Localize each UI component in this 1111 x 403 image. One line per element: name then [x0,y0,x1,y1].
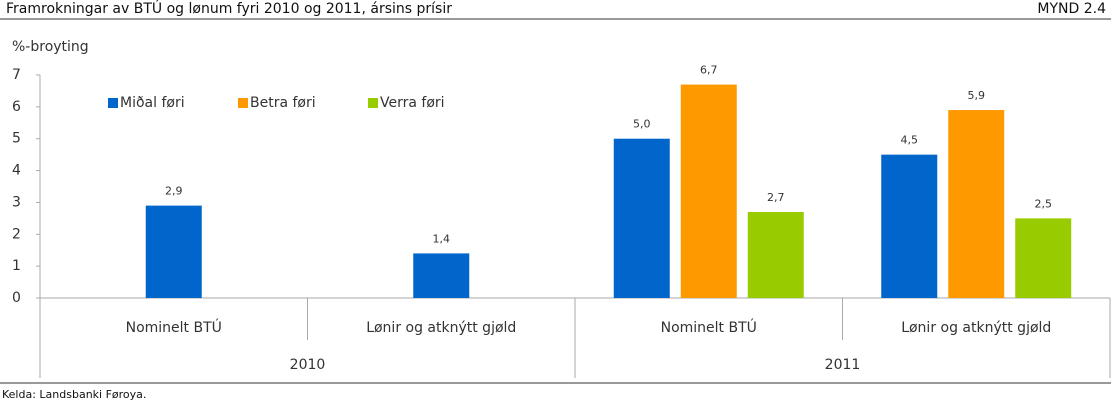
value-label: 4,5 [901,134,919,147]
bar [747,211,804,298]
bar [680,84,737,298]
y-axis-label: %-broyting [12,39,89,55]
bar [881,154,938,298]
legend-label: Betra føri [250,95,316,111]
y-tick-label: 0 [12,290,21,306]
x-tick-label: Lønir og atknýtt gjøld [366,320,516,336]
value-label: 5,0 [633,118,651,131]
y-tick-label: 2 [12,226,21,242]
legend-label: Miðal føri [120,95,185,111]
value-label: 2,7 [767,191,785,204]
bar [413,253,470,298]
group-label: 2010 [290,357,326,373]
x-tick-label: Nominelt BTÚ [126,318,222,336]
value-label: 2,9 [165,185,183,198]
x-tick-label: Nominelt BTÚ [661,318,757,336]
y-tick-label: 7 [12,67,21,83]
y-tick-label: 3 [12,194,21,210]
y-tick-label: 5 [12,131,21,147]
value-label: 2,5 [1035,197,1053,210]
legend-swatch [108,98,118,108]
y-tick-label: 6 [12,99,21,115]
value-label: 5,9 [968,89,986,102]
y-tick-label: 1 [12,258,21,274]
legend-swatch [238,98,248,108]
group-label: 2011 [825,357,861,373]
y-tick-label: 4 [12,163,21,179]
bar [613,138,670,298]
bar [948,110,1005,299]
value-label: 1,4 [433,232,451,245]
legend-swatch [368,98,378,108]
chart-title: Framrokningar av BTÚ og lønum fyri 2010 … [6,0,452,17]
figure-id: MYND 2.4 [1037,1,1106,17]
bar [1015,218,1072,298]
source: Kelda: Landsbanki Føroya. [2,388,146,401]
bar [145,205,202,298]
legend-label: Verra føri [380,95,445,111]
x-tick-label: Lønir og atknýtt gjøld [901,320,1051,336]
value-label: 6,7 [700,64,718,77]
